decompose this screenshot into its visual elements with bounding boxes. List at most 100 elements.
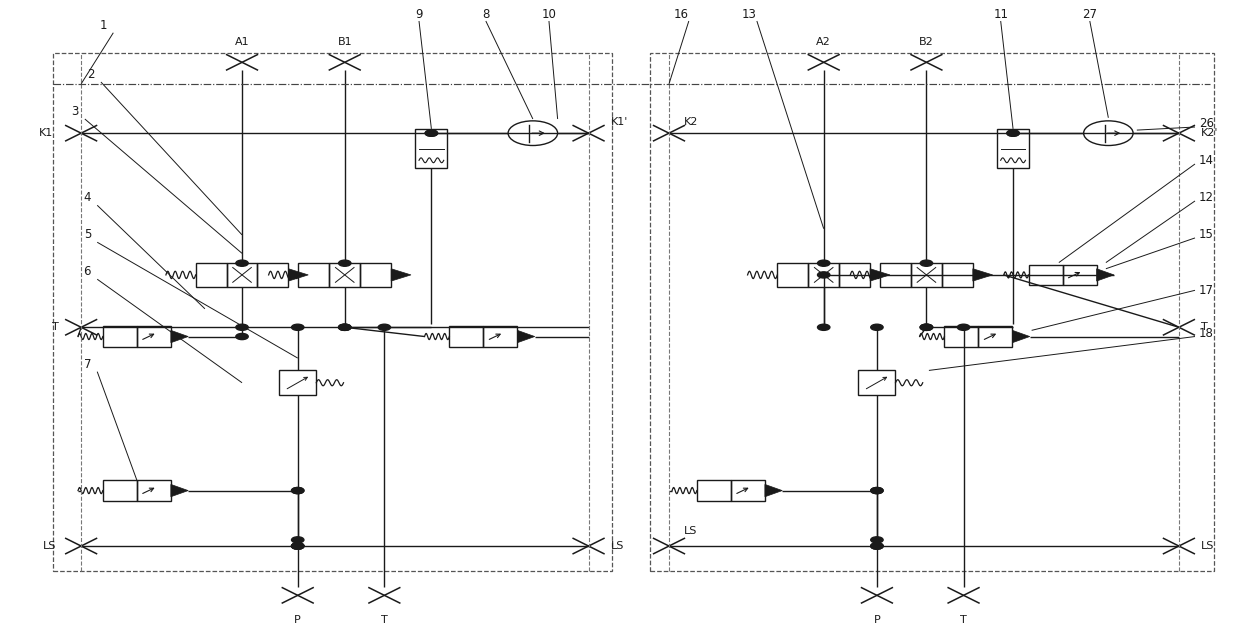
Text: 4: 4 xyxy=(83,191,92,204)
Circle shape xyxy=(338,324,351,331)
Polygon shape xyxy=(171,484,188,497)
Text: 17: 17 xyxy=(1198,284,1214,297)
Circle shape xyxy=(818,324,830,331)
Circle shape xyxy=(338,324,351,331)
Circle shape xyxy=(958,324,970,331)
Bar xyxy=(415,129,447,168)
Circle shape xyxy=(921,324,933,331)
Bar xyxy=(136,326,171,347)
Text: 6: 6 xyxy=(83,266,92,278)
Circle shape xyxy=(291,488,304,494)
Circle shape xyxy=(291,543,304,549)
Text: T: T xyxy=(52,322,59,332)
Bar xyxy=(942,262,973,288)
Bar xyxy=(777,262,808,288)
Circle shape xyxy=(871,543,883,549)
Bar xyxy=(227,262,258,288)
Bar xyxy=(196,262,227,288)
Circle shape xyxy=(871,543,883,549)
Bar xyxy=(839,262,870,288)
Circle shape xyxy=(291,537,304,543)
Bar xyxy=(944,326,979,347)
Polygon shape xyxy=(1012,331,1030,342)
Bar xyxy=(330,262,361,288)
Text: K1': K1' xyxy=(611,117,628,127)
Bar xyxy=(299,262,330,288)
Text: LS: LS xyxy=(43,541,57,551)
Circle shape xyxy=(291,543,304,549)
Text: K2': K2' xyxy=(1201,128,1219,138)
Polygon shape xyxy=(764,484,782,497)
Text: 10: 10 xyxy=(541,8,556,21)
Bar xyxy=(279,371,316,395)
Circle shape xyxy=(425,130,437,136)
Circle shape xyxy=(235,260,248,266)
Polygon shape xyxy=(973,269,992,281)
Text: T: T xyxy=(1201,322,1208,332)
Bar xyxy=(1063,265,1097,285)
Bar xyxy=(103,326,136,347)
Bar xyxy=(450,326,483,347)
Text: 7: 7 xyxy=(83,357,92,371)
Polygon shape xyxy=(1097,269,1114,281)
Circle shape xyxy=(871,488,883,494)
Text: A2: A2 xyxy=(817,37,831,47)
Circle shape xyxy=(921,324,933,331)
Circle shape xyxy=(818,272,830,278)
Text: A1: A1 xyxy=(234,37,249,47)
Polygon shape xyxy=(518,331,535,342)
Polygon shape xyxy=(171,331,188,342)
Circle shape xyxy=(1007,130,1020,136)
Text: 2: 2 xyxy=(87,68,95,81)
Text: K2: K2 xyxy=(684,117,699,127)
Circle shape xyxy=(338,324,351,331)
Circle shape xyxy=(291,543,304,549)
Text: 16: 16 xyxy=(674,8,689,21)
Circle shape xyxy=(871,543,883,549)
Text: 26: 26 xyxy=(1198,118,1214,131)
Bar xyxy=(911,262,942,288)
Circle shape xyxy=(818,260,830,266)
Text: 18: 18 xyxy=(1198,327,1213,340)
Bar xyxy=(731,481,764,501)
Bar xyxy=(997,129,1030,168)
Bar xyxy=(696,481,731,501)
Text: P: P xyxy=(295,615,301,625)
Circle shape xyxy=(871,324,883,331)
Text: K1: K1 xyxy=(38,128,53,138)
Bar xyxy=(258,262,289,288)
Text: T: T xyxy=(380,615,388,625)
Text: B2: B2 xyxy=(919,37,934,47)
Bar xyxy=(136,481,171,501)
Text: 14: 14 xyxy=(1198,154,1214,168)
Polygon shape xyxy=(870,269,890,281)
Circle shape xyxy=(235,324,248,331)
Text: 1: 1 xyxy=(99,19,107,32)
Circle shape xyxy=(378,324,390,331)
Text: 9: 9 xyxy=(415,8,422,21)
Circle shape xyxy=(425,130,437,136)
Bar xyxy=(859,371,896,395)
Bar xyxy=(650,53,1213,571)
Text: B1: B1 xyxy=(337,37,352,47)
Text: 8: 8 xyxy=(482,8,489,21)
Text: LS: LS xyxy=(1201,541,1214,551)
Circle shape xyxy=(235,334,248,339)
Bar xyxy=(103,481,136,501)
Bar xyxy=(361,262,392,288)
Text: 27: 27 xyxy=(1083,8,1098,21)
Bar xyxy=(483,326,518,347)
Circle shape xyxy=(291,488,304,494)
Circle shape xyxy=(1007,130,1020,136)
Circle shape xyxy=(921,324,933,331)
Circle shape xyxy=(871,537,883,543)
Text: LS: LS xyxy=(611,541,624,551)
Circle shape xyxy=(291,543,304,549)
Polygon shape xyxy=(289,269,309,281)
Text: 12: 12 xyxy=(1198,191,1214,204)
Text: T: T xyxy=(960,615,966,625)
Text: P: P xyxy=(873,615,880,625)
Circle shape xyxy=(338,260,351,266)
Bar xyxy=(979,326,1012,347)
Text: 5: 5 xyxy=(84,228,90,241)
